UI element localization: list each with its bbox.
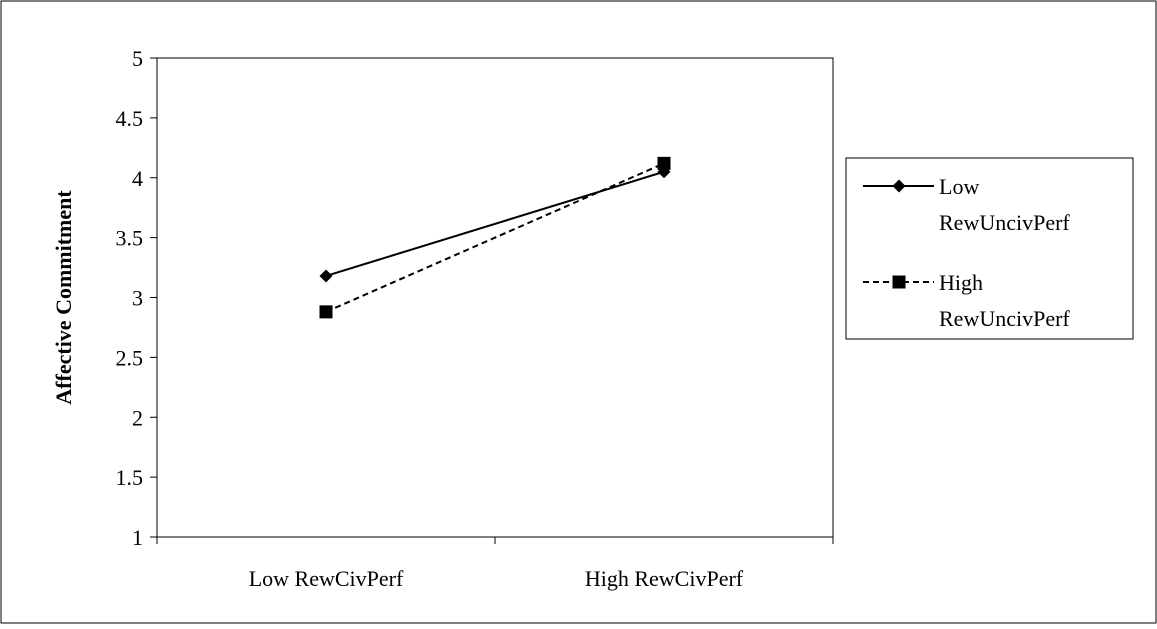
y-tick-label: 4.5: [116, 106, 144, 131]
series-2: [319, 156, 671, 319]
data-point: [319, 305, 333, 319]
x-axis: Low RewCivPerf High RewCivPerf: [156, 537, 834, 591]
legend: Low RewUncivPerf High RewUncivPerf: [845, 157, 1134, 340]
y-tick-label: 1.5: [116, 465, 144, 490]
x-category-label: Low RewCivPerf: [249, 566, 404, 591]
series-line: [325, 162, 665, 313]
legend-label: RewUncivPerf: [939, 306, 1070, 331]
y-axis-label: Affective Commitment: [51, 190, 76, 405]
legend-box: [845, 157, 1134, 340]
series-line: [325, 170, 665, 277]
y-tick-label: 4: [132, 166, 143, 191]
x-category-label: High RewCivPerf: [585, 566, 744, 591]
legend-swatch-marker: [892, 275, 906, 289]
y-tick-label: 1: [132, 525, 143, 550]
y-axis: 1 1.5 2 2.5 3 3.5 4 4.5 5: [116, 46, 157, 550]
y-tick-label: 5: [132, 46, 143, 71]
legend-item: High RewUncivPerf: [863, 270, 1070, 331]
series-layer: [319, 156, 671, 319]
y-tick-label: 2: [132, 405, 143, 430]
legend-item: Low RewUncivPerf: [863, 174, 1070, 235]
legend-swatch-marker: [892, 179, 906, 193]
y-tick-label: 2.5: [116, 345, 144, 370]
legend-label: RewUncivPerf: [939, 210, 1070, 235]
legend-label: Low: [939, 174, 979, 199]
data-point: [319, 269, 333, 283]
y-tick-label: 3.5: [116, 226, 144, 251]
data-point: [657, 156, 671, 170]
y-tick-label: 3: [132, 286, 143, 311]
legend-label: High: [939, 270, 983, 295]
